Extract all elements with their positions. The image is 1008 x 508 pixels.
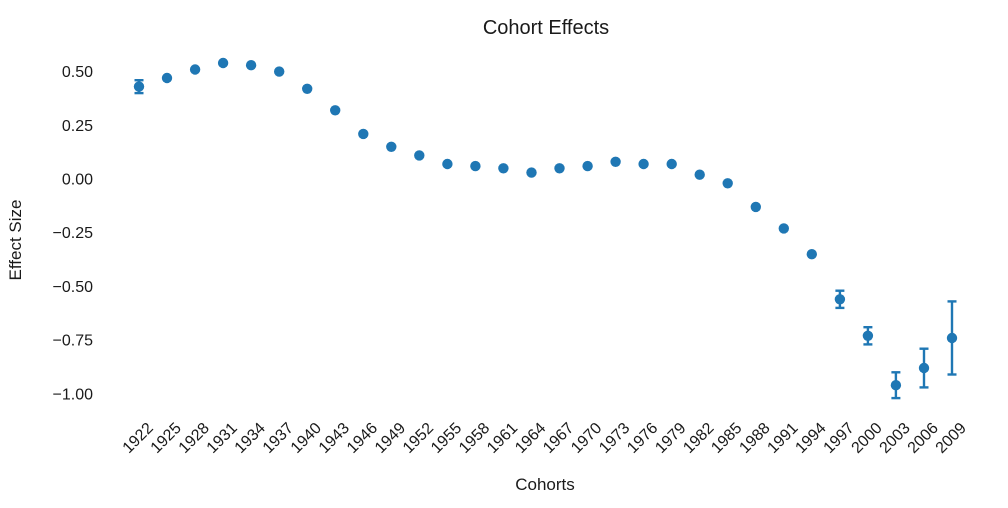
data-point	[358, 128, 369, 140]
x-tick-label: 2000	[849, 420, 886, 457]
chart-title: Cohort Effects	[483, 17, 609, 39]
x-tick-label: 1943	[316, 420, 353, 457]
y-axis-label: Effect Size	[6, 200, 25, 281]
y-tick-label: 0.00	[62, 172, 93, 189]
x-tick-label: 2009	[933, 420, 970, 457]
data-point	[806, 249, 817, 260]
data-point	[834, 294, 846, 305]
data-point	[386, 141, 397, 152]
data-point	[189, 64, 201, 75]
data-point	[245, 59, 257, 71]
data-point	[302, 83, 313, 95]
data-point	[638, 158, 649, 170]
x-tick-label: 1979	[652, 420, 689, 457]
x-tick-label: 1928	[176, 420, 213, 457]
x-axis-label: Cohorts	[515, 475, 575, 494]
data-point	[498, 163, 509, 174]
y-tick-label: −0.25	[53, 225, 94, 242]
x-tick-label: 1961	[484, 420, 521, 457]
data-point	[666, 158, 677, 170]
data-point	[217, 57, 229, 69]
data-point	[470, 160, 481, 172]
x-tick-label: 1946	[344, 420, 381, 457]
x-tick-label: 2003	[877, 420, 914, 457]
x-tick-label: 1958	[456, 420, 493, 457]
data-point	[694, 169, 705, 180]
data-point	[778, 223, 789, 234]
y-tick-label: −1.00	[53, 386, 94, 403]
x-tick-label: 1994	[792, 420, 829, 457]
data-point	[161, 72, 173, 84]
x-tick-label: 1925	[148, 420, 185, 457]
x-tick-label: 1964	[512, 420, 549, 457]
data-point	[554, 163, 565, 174]
x-tick-label: 1955	[428, 420, 465, 457]
x-tick-label: 1976	[624, 420, 661, 457]
data-point	[890, 380, 902, 391]
x-tick-label: 1982	[680, 420, 717, 457]
x-tick-label: 1997	[821, 420, 858, 457]
y-tick-label: −0.75	[53, 333, 94, 350]
x-tick-label: 2006	[905, 420, 942, 457]
x-tick-label: 1940	[288, 420, 325, 457]
data-point	[330, 105, 341, 116]
data-point	[722, 178, 733, 189]
y-tick-label: 0.50	[62, 64, 93, 81]
scatter-series	[133, 57, 958, 400]
data-point	[750, 201, 761, 213]
x-tick-label: 1949	[372, 420, 409, 457]
data-point	[414, 150, 425, 161]
data-point	[862, 330, 874, 341]
x-tick-label: 1985	[708, 420, 745, 457]
x-axis-tick-labels: 1922192519281931193419371940194319461949…	[120, 420, 970, 457]
x-tick-label: 1988	[736, 420, 773, 457]
x-tick-label: 1973	[596, 420, 633, 457]
x-tick-label: 1934	[232, 420, 269, 457]
data-point	[582, 160, 593, 172]
data-point	[918, 362, 930, 374]
data-point	[610, 156, 621, 167]
y-tick-label: 0.25	[62, 118, 93, 135]
x-tick-label: 1967	[540, 420, 577, 457]
data-point	[442, 158, 453, 170]
data-point	[133, 81, 145, 92]
x-tick-label: 1931	[204, 420, 241, 457]
y-tick-label: −0.50	[53, 279, 94, 296]
x-tick-label: 1952	[400, 420, 437, 457]
data-point	[526, 167, 537, 178]
data-point	[274, 66, 285, 77]
x-tick-label: 1991	[764, 420, 801, 457]
data-point	[946, 332, 958, 344]
x-tick-label: 1937	[260, 420, 297, 457]
y-axis-tick-labels: 0.50 0.25 0.00 −0.25 −0.50 −0.75 −1.00	[53, 64, 94, 403]
x-tick-label: 1970	[568, 420, 605, 457]
x-tick-label: 1922	[120, 420, 157, 457]
